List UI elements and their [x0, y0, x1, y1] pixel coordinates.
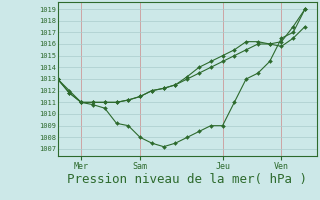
X-axis label: Pression niveau de la mer( hPa ): Pression niveau de la mer( hPa ) [67, 173, 307, 186]
